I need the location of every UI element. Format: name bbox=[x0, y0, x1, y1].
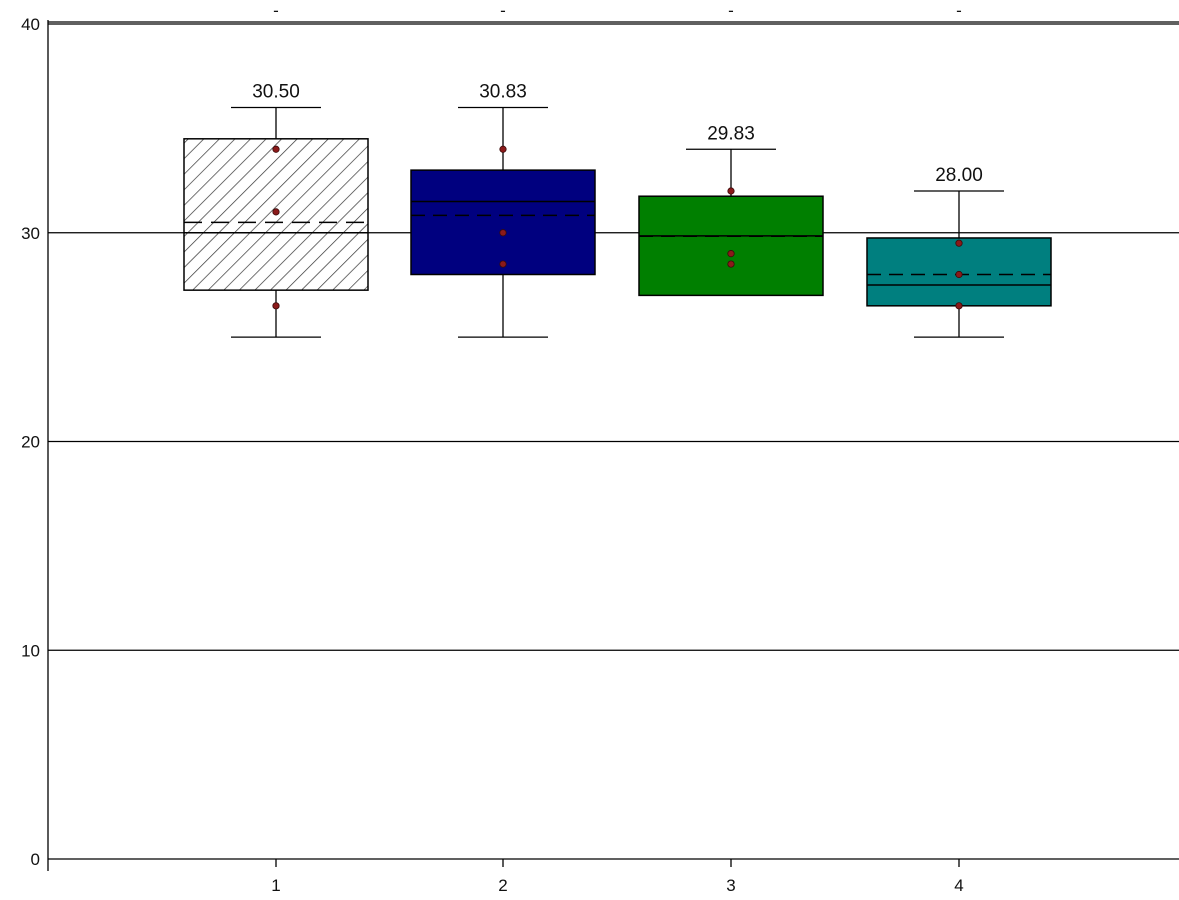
y-tick-label: 0 bbox=[31, 850, 40, 869]
mean-value-label: 29.83 bbox=[707, 123, 755, 144]
data-point bbox=[955, 270, 963, 279]
data-point bbox=[955, 302, 963, 310]
top-tick-label: - bbox=[728, 1, 734, 20]
box-group-3 bbox=[638, 148, 824, 297]
data-point bbox=[955, 239, 963, 247]
mean-value-label: 30.83 bbox=[479, 82, 527, 103]
data-point bbox=[499, 260, 507, 268]
y-tick-label: 40 bbox=[21, 15, 40, 34]
box-group-2 bbox=[410, 106, 596, 338]
data-point bbox=[727, 260, 735, 268]
y-tick-label: 20 bbox=[21, 433, 40, 452]
top-tick-label: - bbox=[956, 1, 962, 20]
x-tick-label: 1 bbox=[271, 876, 280, 895]
box bbox=[410, 169, 596, 276]
gridlines bbox=[48, 23, 1179, 651]
data-point bbox=[272, 145, 280, 153]
y-tick-label: 30 bbox=[21, 224, 40, 243]
data-point bbox=[727, 187, 735, 195]
data-point bbox=[272, 208, 280, 216]
top-tick-label: - bbox=[500, 1, 506, 20]
top-tick-label: - bbox=[273, 1, 279, 20]
data-point bbox=[272, 302, 280, 310]
box-group-1 bbox=[183, 106, 369, 338]
mean-value-label: 30.50 bbox=[252, 82, 300, 103]
data-point bbox=[499, 229, 507, 237]
boxes bbox=[183, 106, 1052, 338]
data-point bbox=[727, 250, 735, 258]
y-tick-label: 10 bbox=[21, 641, 40, 660]
x-tick-label: 2 bbox=[498, 876, 507, 895]
x-tick-label: 4 bbox=[954, 876, 963, 895]
box-group-4 bbox=[866, 190, 1052, 338]
labels: 0 10 20 30 40 1 - 2 - 3 - 4 - 30.50 30.83 29.83 28.00 bbox=[21, 1, 983, 895]
mean-value-label: 28.00 bbox=[935, 165, 983, 186]
axes bbox=[47, 20, 1179, 871]
x-tick-label: 3 bbox=[726, 876, 735, 895]
data-point bbox=[499, 145, 507, 153]
box bbox=[638, 195, 824, 297]
